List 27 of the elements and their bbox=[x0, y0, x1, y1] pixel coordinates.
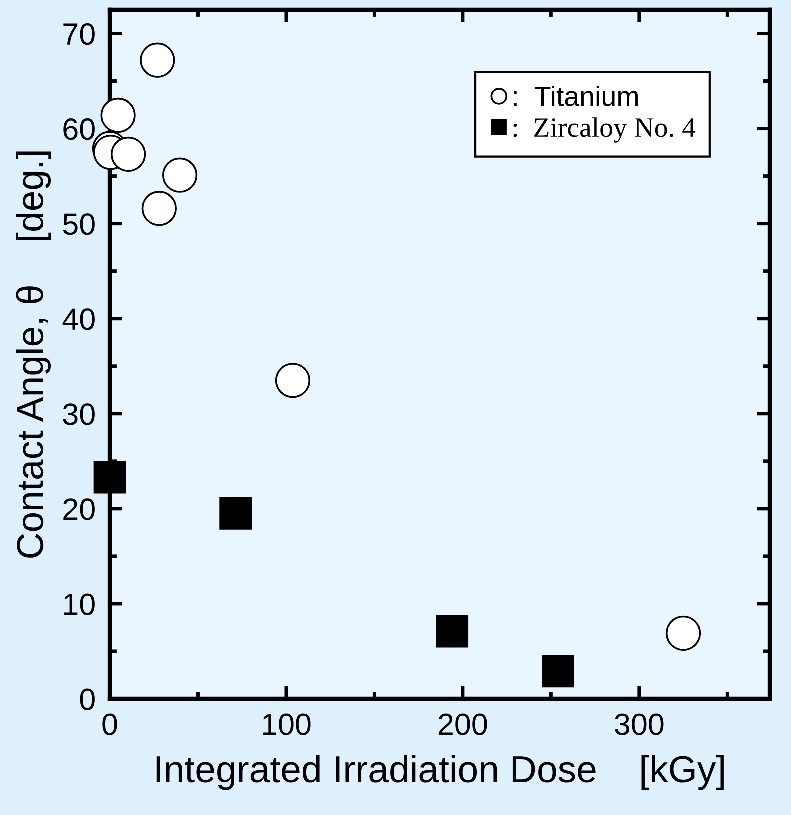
point bbox=[275, 363, 311, 398]
y-tick-label: 70 bbox=[64, 23, 95, 46]
y-axis-title: Contact Angle, θ [deg.] bbox=[16, 152, 52, 558]
y-tick-label: 30 bbox=[63, 404, 95, 426]
point bbox=[162, 158, 198, 193]
x-tick-label: 0 bbox=[102, 714, 118, 736]
point bbox=[542, 655, 574, 688]
point bbox=[110, 136, 146, 172]
point bbox=[220, 498, 252, 530]
legend-label: : Zircaloy No. 4 bbox=[514, 118, 696, 143]
point bbox=[666, 616, 702, 651]
y-tick-label: 20 bbox=[64, 498, 95, 520]
x-tick-label: 300 bbox=[615, 714, 664, 736]
y-tick-label: 0 bbox=[80, 688, 95, 710]
x-tick-label: 200 bbox=[438, 714, 488, 736]
point bbox=[436, 615, 469, 648]
y-tick-label: 60 bbox=[64, 118, 95, 140]
y-tick-label: 40 bbox=[62, 308, 95, 330]
y-tick-label: 10 bbox=[64, 594, 95, 616]
point bbox=[94, 461, 126, 494]
x-tick-label: 100 bbox=[263, 714, 311, 736]
point bbox=[140, 42, 176, 78]
legend-label: : Titanium bbox=[514, 86, 638, 106]
point bbox=[142, 191, 177, 226]
point bbox=[100, 98, 136, 134]
y-tick-label: 50 bbox=[63, 214, 95, 236]
x-axis-title: Integrated Irradiation Dose [kGy] bbox=[156, 755, 724, 790]
